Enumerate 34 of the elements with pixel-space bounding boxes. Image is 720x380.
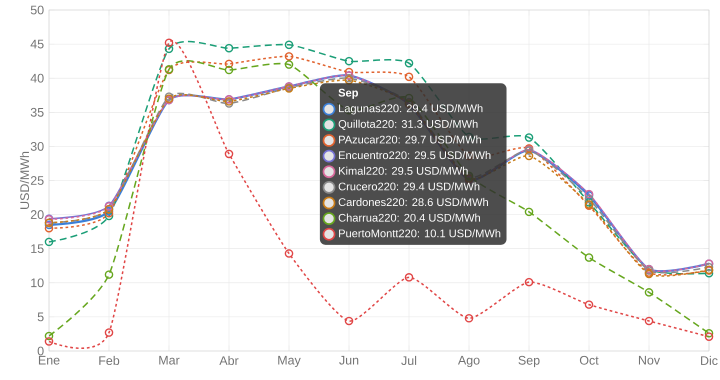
x-tick-label: Feb — [99, 356, 120, 366]
x-tick-label: Ene — [38, 356, 60, 365]
y-tick-label: 15 — [31, 244, 44, 254]
y-tick-label: 40 — [30, 74, 44, 83]
x-tick-label: May — [278, 356, 301, 368]
legend-label: Kimal220: 29.5 USD/MWh — [339, 166, 468, 175]
x-tick-label: Abr — [219, 356, 238, 366]
legend-label: Quillota220: 31.3 USD/MWh — [338, 120, 478, 130]
y-tick-label: 30 — [30, 142, 44, 151]
legend-label: Encuentro220: 29.5 USD/MWh — [339, 151, 490, 160]
x-tick-label: Jul — [401, 356, 416, 366]
legend-title: Sep — [338, 88, 358, 99]
y-axis-title: USD/MWh — [20, 152, 30, 209]
y-tick-label: 50 — [30, 6, 44, 14]
legend-label: PAzucar220: 29.7 USD/MWh — [339, 135, 481, 144]
x-tick-label: Nov — [638, 356, 660, 365]
x-tick-label: Mar — [159, 356, 180, 365]
legend-label: PuertoMontt220: 10.1 USD/MWh — [339, 229, 500, 238]
y-tick-label: 45 — [30, 40, 44, 48]
y-tick-label: 0 — [38, 346, 44, 356]
x-tick-label: Sep — [518, 356, 540, 368]
y-tick-label: 20 — [30, 210, 44, 220]
y-tick-label: 10 — [31, 278, 44, 288]
legend-label: Charrua220: 20.4 USD/MWh — [338, 214, 480, 222]
y-tick-label: 25 — [30, 176, 44, 185]
x-tick-label: Oct — [580, 356, 599, 365]
x-tick-label: Jun — [339, 356, 358, 365]
legend-label: Crucero220: 29.4 USD/MWh — [338, 182, 480, 190]
legend-label: Lagunas220: 29.4 USD/MWh — [339, 104, 482, 114]
y-tick-label: 35 — [30, 108, 44, 117]
x-tick-label: Ago — [458, 356, 480, 368]
y-tick-label: 5 — [38, 312, 44, 322]
x-tick-label: Dic — [701, 356, 718, 366]
legend-label: Cardones220: 28.6 USD/MWh — [338, 198, 488, 206]
